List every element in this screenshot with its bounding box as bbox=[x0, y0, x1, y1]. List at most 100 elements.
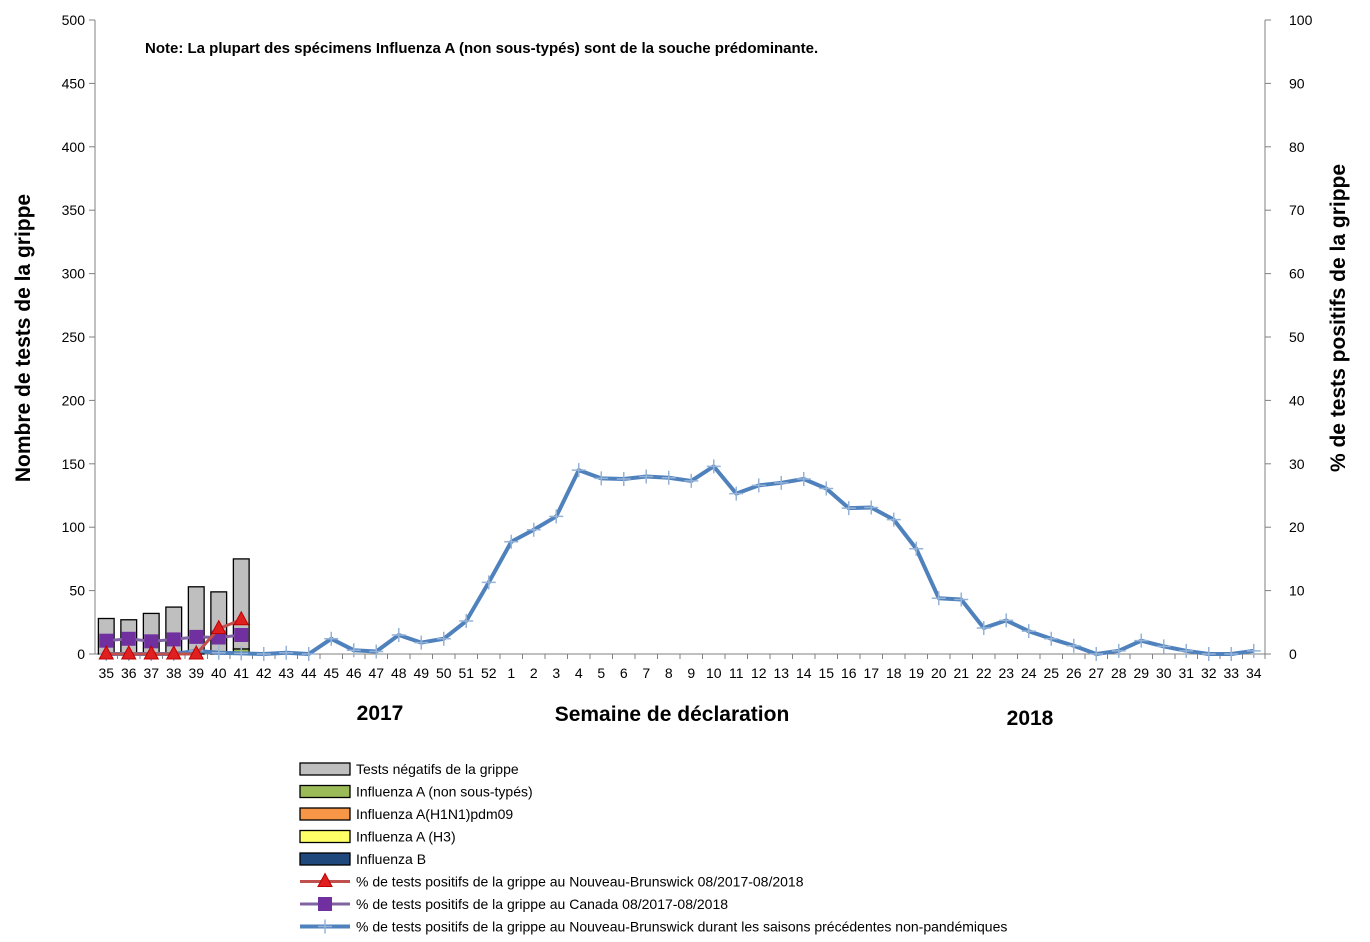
year-label-2017: 2017 bbox=[357, 702, 404, 725]
x-tick-label: 29 bbox=[1133, 665, 1149, 681]
legend: Tests négatifs de la grippe Influenza A (… bbox=[300, 761, 1007, 935]
point bbox=[774, 476, 788, 490]
x-tick-label: 20 bbox=[931, 665, 947, 681]
x-tick-label: 32 bbox=[1201, 665, 1217, 681]
point bbox=[1022, 624, 1036, 638]
point bbox=[122, 632, 136, 646]
point bbox=[257, 647, 271, 661]
x-tick-label: 40 bbox=[211, 665, 227, 681]
y-right-tick-label: 50 bbox=[1289, 329, 1305, 345]
point bbox=[617, 472, 631, 486]
x-tick-label: 48 bbox=[391, 665, 407, 681]
y-left-tick-label: 350 bbox=[62, 202, 86, 218]
y-axis-right-label: % de tests positifs de la grippe bbox=[1327, 164, 1350, 472]
x-tick-label: 36 bbox=[121, 665, 137, 681]
point bbox=[1224, 647, 1238, 661]
point bbox=[1157, 639, 1171, 653]
point bbox=[932, 591, 946, 605]
x-tick-label: 4 bbox=[575, 665, 583, 681]
point bbox=[1247, 644, 1261, 658]
lines-group bbox=[99, 459, 1261, 661]
point bbox=[234, 628, 248, 642]
point bbox=[1179, 644, 1193, 658]
x-tick-label: 19 bbox=[908, 665, 924, 681]
y-right-tick-label: 70 bbox=[1289, 202, 1305, 218]
point bbox=[864, 501, 878, 515]
legend-label: % de tests positifs de la grippe au Nouv… bbox=[356, 874, 804, 890]
x-tick-label: 50 bbox=[436, 665, 452, 681]
y-right-tick-label: 80 bbox=[1289, 139, 1305, 155]
x-tick-label: 25 bbox=[1043, 665, 1059, 681]
x-tick-label: 1 bbox=[507, 665, 515, 681]
x-tick-label: 17 bbox=[863, 665, 879, 681]
point bbox=[594, 471, 608, 485]
x-tick-label: 9 bbox=[687, 665, 695, 681]
x-tick-label: 24 bbox=[1021, 665, 1037, 681]
y-left-tick-label: 250 bbox=[62, 329, 86, 345]
x-tick-label: 35 bbox=[98, 665, 114, 681]
x-tick-label: 33 bbox=[1223, 665, 1239, 681]
x-tick-label: 49 bbox=[413, 665, 429, 681]
legend-swatch bbox=[300, 808, 350, 820]
x-tick-label: 10 bbox=[706, 665, 722, 681]
legend-marker bbox=[318, 920, 332, 934]
y-left-tick-label: 100 bbox=[62, 519, 86, 535]
x-tick-label: 23 bbox=[998, 665, 1014, 681]
point bbox=[752, 478, 766, 492]
x-tick-label: 34 bbox=[1246, 665, 1262, 681]
y-left-tick-label: 450 bbox=[62, 75, 86, 91]
y-right-tick-label: 10 bbox=[1289, 583, 1305, 599]
point bbox=[1089, 647, 1103, 661]
y-left-tick-label: 50 bbox=[69, 583, 85, 599]
legend-label: Influenza A(H1N1)pdm09 bbox=[356, 806, 513, 822]
y-axis-left-label: Nombre de tests de la grippe bbox=[12, 194, 35, 482]
year-label-2018: 2018 bbox=[1007, 707, 1054, 730]
x-tick-label: 46 bbox=[346, 665, 362, 681]
point bbox=[1044, 632, 1058, 646]
point bbox=[414, 636, 428, 650]
legend-swatch bbox=[300, 831, 350, 843]
point bbox=[999, 613, 1013, 627]
y-left-tick-label: 300 bbox=[62, 266, 86, 282]
x-tick-label: 16 bbox=[841, 665, 857, 681]
x-tick-label: 12 bbox=[751, 665, 767, 681]
legend-label: Influenza A (H3) bbox=[356, 829, 456, 845]
y-left-tick-label: 500 bbox=[62, 12, 86, 28]
x-tick-label: 21 bbox=[953, 665, 969, 681]
x-tick-label: 52 bbox=[481, 665, 497, 681]
point bbox=[347, 643, 361, 657]
y-left-tick-label: 200 bbox=[62, 392, 86, 408]
x-tick-label: 22 bbox=[976, 665, 992, 681]
x-tick-label: 13 bbox=[773, 665, 789, 681]
x-tick-label: 2 bbox=[530, 665, 538, 681]
point bbox=[639, 469, 653, 483]
x-tick-label: 14 bbox=[796, 665, 812, 681]
y-right-tick-label: 90 bbox=[1289, 75, 1305, 91]
x-tick-label: 37 bbox=[143, 665, 159, 681]
x-tick-label: 28 bbox=[1111, 665, 1127, 681]
legend-marker bbox=[318, 897, 332, 911]
legend-label: Influenza A (non sous-typés) bbox=[356, 784, 533, 800]
x-tick-label: 6 bbox=[620, 665, 628, 681]
y-right-tick-label: 100 bbox=[1289, 12, 1313, 28]
x-tick-label: 15 bbox=[818, 665, 834, 681]
y-right-tick-label: 0 bbox=[1289, 646, 1297, 662]
y-right-tick-label: 60 bbox=[1289, 266, 1305, 282]
point bbox=[1112, 644, 1126, 658]
legend-label: % de tests positifs de la grippe au Nouv… bbox=[356, 919, 1007, 935]
x-tick-label: 27 bbox=[1088, 665, 1104, 681]
point bbox=[189, 630, 203, 644]
x-tick-label: 11 bbox=[729, 665, 744, 681]
y-left-tick-label: 150 bbox=[62, 456, 86, 472]
y-right-tick-label: 30 bbox=[1289, 456, 1305, 472]
legend-label: % de tests positifs de la grippe au Cana… bbox=[356, 896, 728, 912]
point bbox=[797, 472, 811, 486]
chart-note: Note: La plupart des spécimens Influenza… bbox=[145, 40, 818, 57]
x-tick-label: 18 bbox=[886, 665, 902, 681]
x-tick-label: 7 bbox=[642, 665, 650, 681]
x-tick-label: 5 bbox=[597, 665, 605, 681]
x-tick-label: 43 bbox=[278, 665, 294, 681]
x-tick-label: 8 bbox=[665, 665, 673, 681]
y-right-tick-label: 40 bbox=[1289, 392, 1305, 408]
